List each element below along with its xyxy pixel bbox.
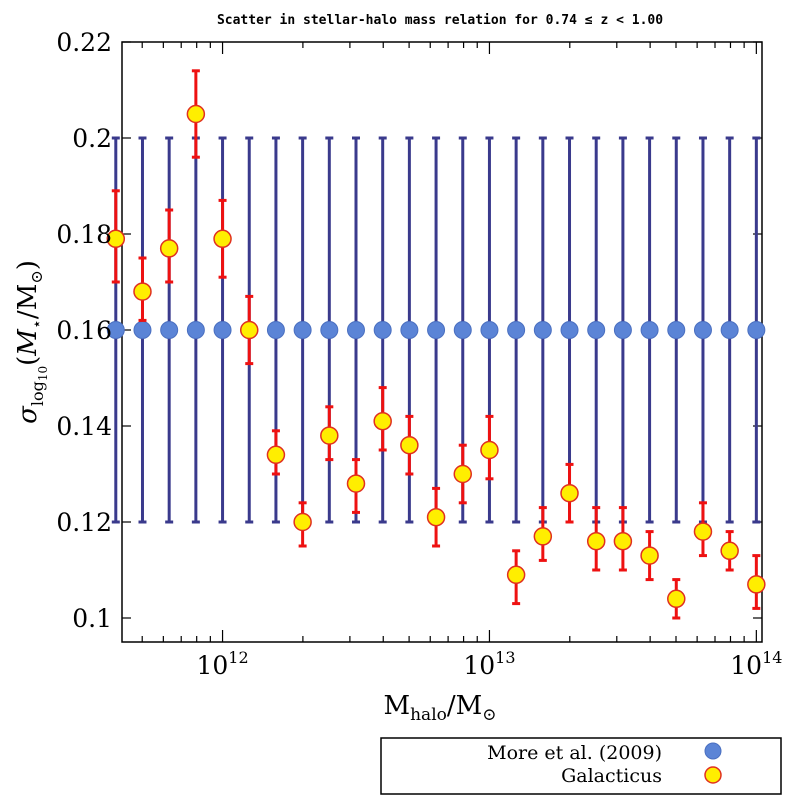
y-axis-label: σlog10(M⋆/M⊙) <box>13 260 50 424</box>
x-tick-label: 1013 <box>463 648 515 680</box>
y-tick-label: 0.22 <box>56 28 112 57</box>
y-tick-label: 0.1 <box>72 604 112 633</box>
more-point <box>640 321 659 339</box>
galacticus-point <box>106 229 126 249</box>
more-point <box>587 321 606 339</box>
y-tick-label: 0.14 <box>56 412 112 441</box>
galacticus-point <box>720 541 739 561</box>
more-point <box>747 321 766 339</box>
more-point <box>613 321 632 339</box>
legend-marker-more <box>704 742 722 760</box>
more-point <box>213 321 232 339</box>
y-tick-label: 0.2 <box>72 124 112 153</box>
galacticus-point <box>346 474 366 493</box>
x-tick-label: 1012 <box>196 648 248 680</box>
more-point <box>347 321 366 339</box>
more-point <box>320 321 339 339</box>
galacticus-point <box>613 531 633 551</box>
more-point <box>400 321 419 339</box>
x-axis-label: Mhalo/M⊙ <box>383 691 496 725</box>
legend-label-more: More et al. (2009) <box>487 742 662 764</box>
galacticus-point <box>586 531 606 551</box>
series-more-et-al <box>106 136 766 524</box>
legend-marker-galacticus <box>704 766 722 784</box>
more-point <box>667 321 686 339</box>
legend: More et al. (2009) Galacticus <box>380 737 782 795</box>
plot-frame <box>121 41 763 643</box>
more-point <box>533 321 552 339</box>
galacticus-point <box>400 435 419 455</box>
more-point <box>453 321 472 339</box>
galacticus-point <box>266 445 286 465</box>
galacticus-point <box>480 440 499 460</box>
ticks <box>122 41 762 642</box>
more-point <box>427 321 446 339</box>
galacticus-point <box>213 229 232 249</box>
more-point <box>720 321 739 339</box>
legend-label-galacticus: Galacticus <box>561 765 662 787</box>
more-point <box>480 321 499 339</box>
galacticus-point <box>239 320 259 340</box>
y-tick-label: 0.12 <box>56 508 112 537</box>
more-point <box>293 321 312 339</box>
galacticus-point <box>186 104 206 124</box>
more-point <box>186 321 205 339</box>
galacticus-point <box>506 565 526 585</box>
more-point <box>106 321 125 339</box>
galacticus-point <box>667 589 686 609</box>
x-tick-label: 1014 <box>730 648 782 680</box>
more-point <box>507 321 526 339</box>
series-galacticus <box>106 69 766 620</box>
more-point <box>560 321 579 339</box>
galacticus-point <box>533 527 553 546</box>
galacticus-point <box>453 464 473 484</box>
galacticus-point <box>560 483 579 503</box>
tick-labels: 0.1 0.12 0.14 0.16 0.18 0.2 0.22 1012 1013 1014 <box>56 28 782 680</box>
galacticus-point <box>640 546 659 565</box>
galacticus-point <box>426 507 446 527</box>
more-point <box>266 321 285 339</box>
more-point <box>160 321 179 339</box>
y-tick-label: 0.16 <box>56 316 112 345</box>
galacticus-point <box>293 512 312 532</box>
galacticus-point <box>133 282 152 301</box>
galacticus-point <box>159 239 179 258</box>
galacticus-point <box>693 522 713 541</box>
more-point <box>693 321 712 339</box>
y-tick-label: 0.18 <box>56 220 112 249</box>
galacticus-point <box>373 411 392 431</box>
legend-box <box>380 737 782 795</box>
galacticus-point <box>747 575 766 594</box>
chart-title: Scatter in stellar-halo mass relation fo… <box>217 13 663 28</box>
more-point <box>133 321 152 339</box>
galacticus-point <box>320 426 339 445</box>
more-point <box>373 321 392 339</box>
